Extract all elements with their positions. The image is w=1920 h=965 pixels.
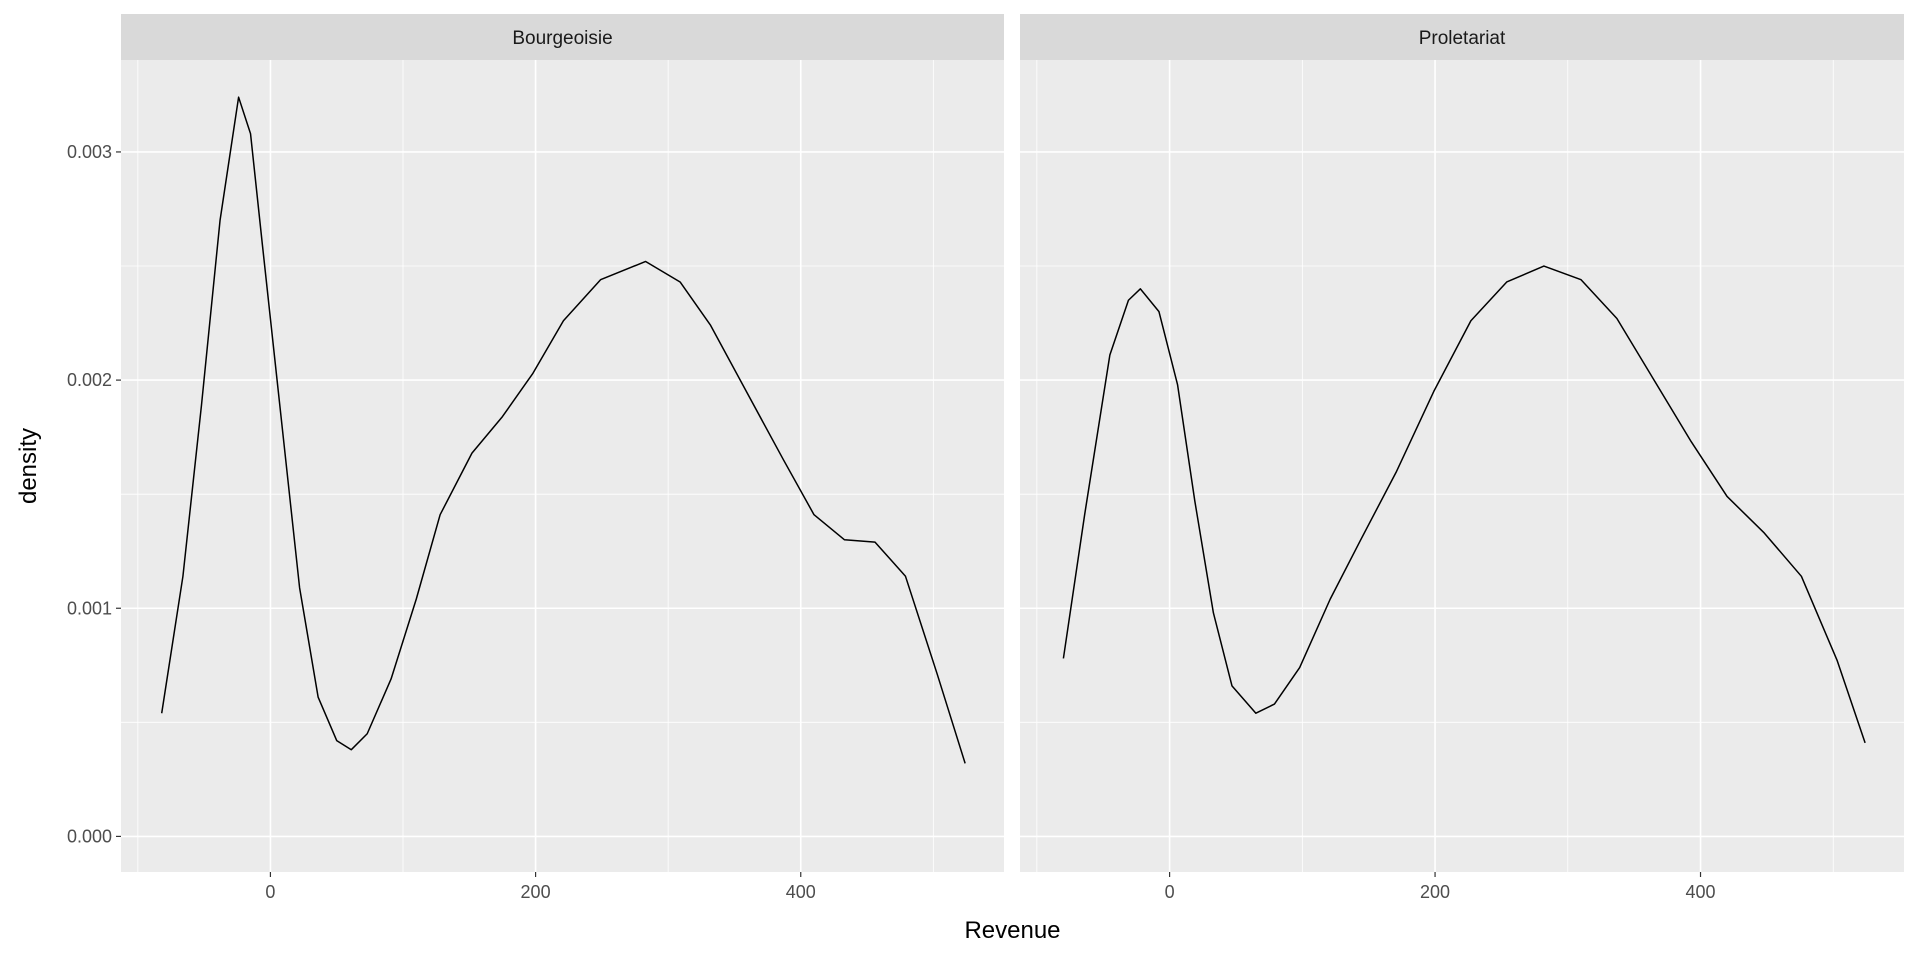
y-axis-title: density — [15, 428, 42, 504]
x-tick-label: 200 — [1420, 882, 1450, 902]
y-tick-label: 0.001 — [67, 598, 112, 618]
x-tick-label: 400 — [786, 882, 816, 902]
y-tick-label: 0.000 — [67, 826, 112, 846]
y-tick-label: 0.002 — [67, 370, 112, 390]
facet-strip — [1020, 14, 1904, 60]
x-axis-title: Revenue — [964, 917, 1060, 944]
panel-background — [1020, 60, 1904, 872]
panel-background — [121, 60, 1004, 872]
facet-title: Bourgeoisie — [512, 28, 612, 49]
x-tick-label: 0 — [1165, 882, 1175, 902]
x-tick-label: 400 — [1685, 882, 1715, 902]
x-tick-label: 200 — [521, 882, 551, 902]
x-tick-label: 0 — [265, 882, 275, 902]
density-line — [160, 96, 966, 764]
density-line — [1062, 265, 1866, 744]
y-tick-label: 0.003 — [67, 142, 112, 162]
facet-title: Proletariat — [1419, 28, 1506, 49]
facet-strip — [121, 14, 1004, 60]
